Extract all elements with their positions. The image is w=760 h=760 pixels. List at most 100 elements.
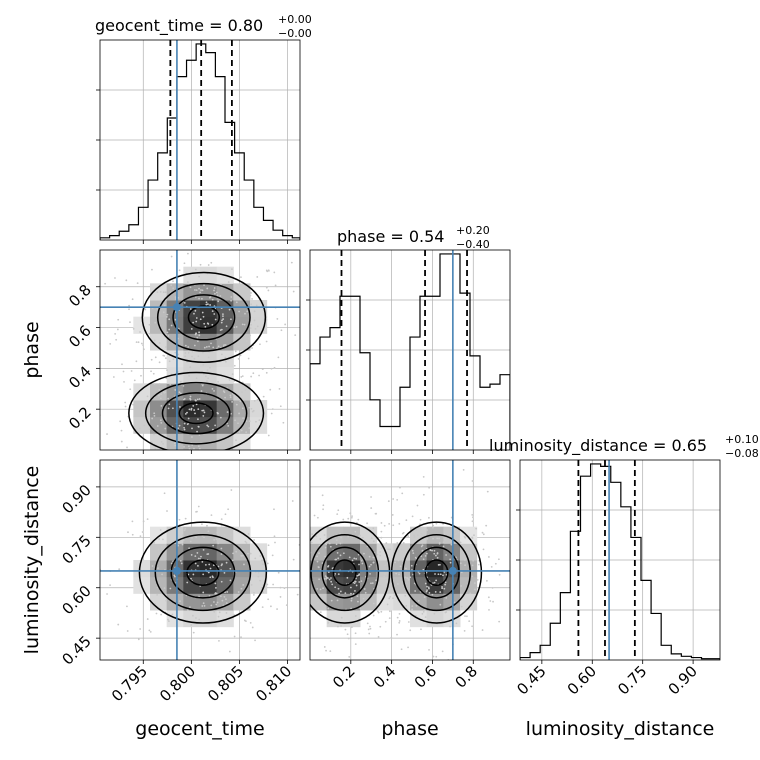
sample-point — [203, 536, 205, 539]
title-phase-minus: −0.40 — [456, 238, 490, 251]
sample-point — [392, 498, 395, 500]
sample-point — [204, 564, 207, 566]
sample-point — [203, 346, 206, 349]
sample-point — [428, 587, 430, 590]
sample-point — [242, 464, 244, 466]
sample-point — [368, 555, 371, 558]
sample-point — [282, 421, 285, 424]
sample-point — [220, 321, 223, 324]
contour-level — [141, 271, 267, 363]
sample-point — [327, 621, 330, 624]
sample-point — [471, 520, 474, 523]
sample-point — [162, 538, 164, 541]
sample-point — [270, 605, 272, 608]
sample-point — [150, 473, 152, 475]
sample-point — [229, 394, 232, 397]
sample-point — [195, 536, 198, 539]
sample-point — [360, 664, 362, 666]
sample-point — [383, 524, 386, 527]
sample-point — [472, 559, 475, 562]
sample-point — [238, 430, 241, 433]
sample-point — [431, 593, 434, 596]
sample-point — [245, 420, 248, 423]
sample-point — [464, 558, 467, 561]
sample-point — [189, 395, 192, 398]
sample-point — [308, 568, 310, 570]
sample-point — [128, 308, 130, 311]
sample-point — [235, 439, 237, 442]
sample-point — [410, 564, 413, 567]
tick-label-x: 0.805 — [204, 662, 247, 705]
sample-point — [444, 583, 447, 586]
sample-point — [211, 310, 214, 313]
sample-point — [355, 557, 358, 560]
sample-point — [178, 391, 181, 394]
sample-point — [354, 615, 357, 617]
sample-point — [168, 318, 171, 321]
sample-point — [257, 571, 260, 574]
sample-point — [305, 572, 307, 574]
sample-point — [160, 393, 163, 396]
sample-point — [209, 295, 212, 298]
sample-point — [380, 530, 383, 533]
sample-point — [216, 455, 218, 457]
sample-point — [189, 455, 191, 457]
sample-point — [198, 447, 201, 450]
sample-point — [433, 581, 436, 584]
sample-point — [356, 595, 359, 598]
sample-point — [102, 465, 104, 467]
sample-point — [250, 303, 253, 306]
sample-point — [187, 417, 190, 420]
sample-point — [201, 409, 204, 412]
panel-phase-phase — [306, 249, 511, 454]
sample-point — [416, 504, 419, 507]
sample-point — [377, 636, 380, 638]
sample-point — [471, 537, 474, 539]
sample-point — [115, 338, 118, 341]
sample-point — [413, 534, 415, 537]
sample-point — [435, 655, 438, 658]
sample-point — [265, 340, 268, 343]
sample-point — [363, 552, 365, 555]
sample-point — [184, 413, 187, 415]
sample-point — [404, 594, 407, 597]
sample-point — [316, 555, 318, 558]
sample-point — [168, 360, 171, 363]
sample-point — [157, 548, 160, 551]
sample-point — [323, 577, 326, 580]
sample-point — [441, 650, 444, 653]
sample-point — [202, 591, 205, 594]
sample-point — [334, 586, 337, 589]
sample-point — [267, 544, 270, 547]
sample-point — [217, 300, 220, 303]
sample-point — [169, 587, 172, 590]
sample-point — [241, 391, 243, 394]
sample-point — [198, 618, 201, 621]
sample-point — [217, 615, 220, 618]
sample-point — [210, 261, 213, 264]
sample-point — [237, 357, 240, 360]
sample-point — [198, 287, 200, 290]
density-cell — [343, 610, 361, 628]
sample-point — [194, 399, 197, 402]
sample-point — [252, 594, 255, 596]
sample-point — [396, 583, 399, 585]
sample-point — [366, 522, 368, 525]
sample-point — [489, 600, 492, 602]
sample-point — [522, 583, 524, 585]
sample-point — [346, 576, 349, 579]
sample-point — [471, 575, 474, 578]
sample-point — [424, 616, 427, 619]
sample-point — [144, 461, 146, 463]
sample-point — [220, 547, 223, 550]
sample-point — [290, 261, 293, 264]
sample-point — [477, 563, 480, 566]
sample-point — [202, 409, 205, 412]
sample-point — [218, 611, 221, 614]
sample-point — [220, 353, 223, 356]
sample-point — [255, 420, 257, 423]
sample-point — [265, 371, 268, 374]
truth-marker — [448, 566, 457, 575]
sample-point — [159, 397, 162, 400]
sample-point — [267, 289, 270, 292]
